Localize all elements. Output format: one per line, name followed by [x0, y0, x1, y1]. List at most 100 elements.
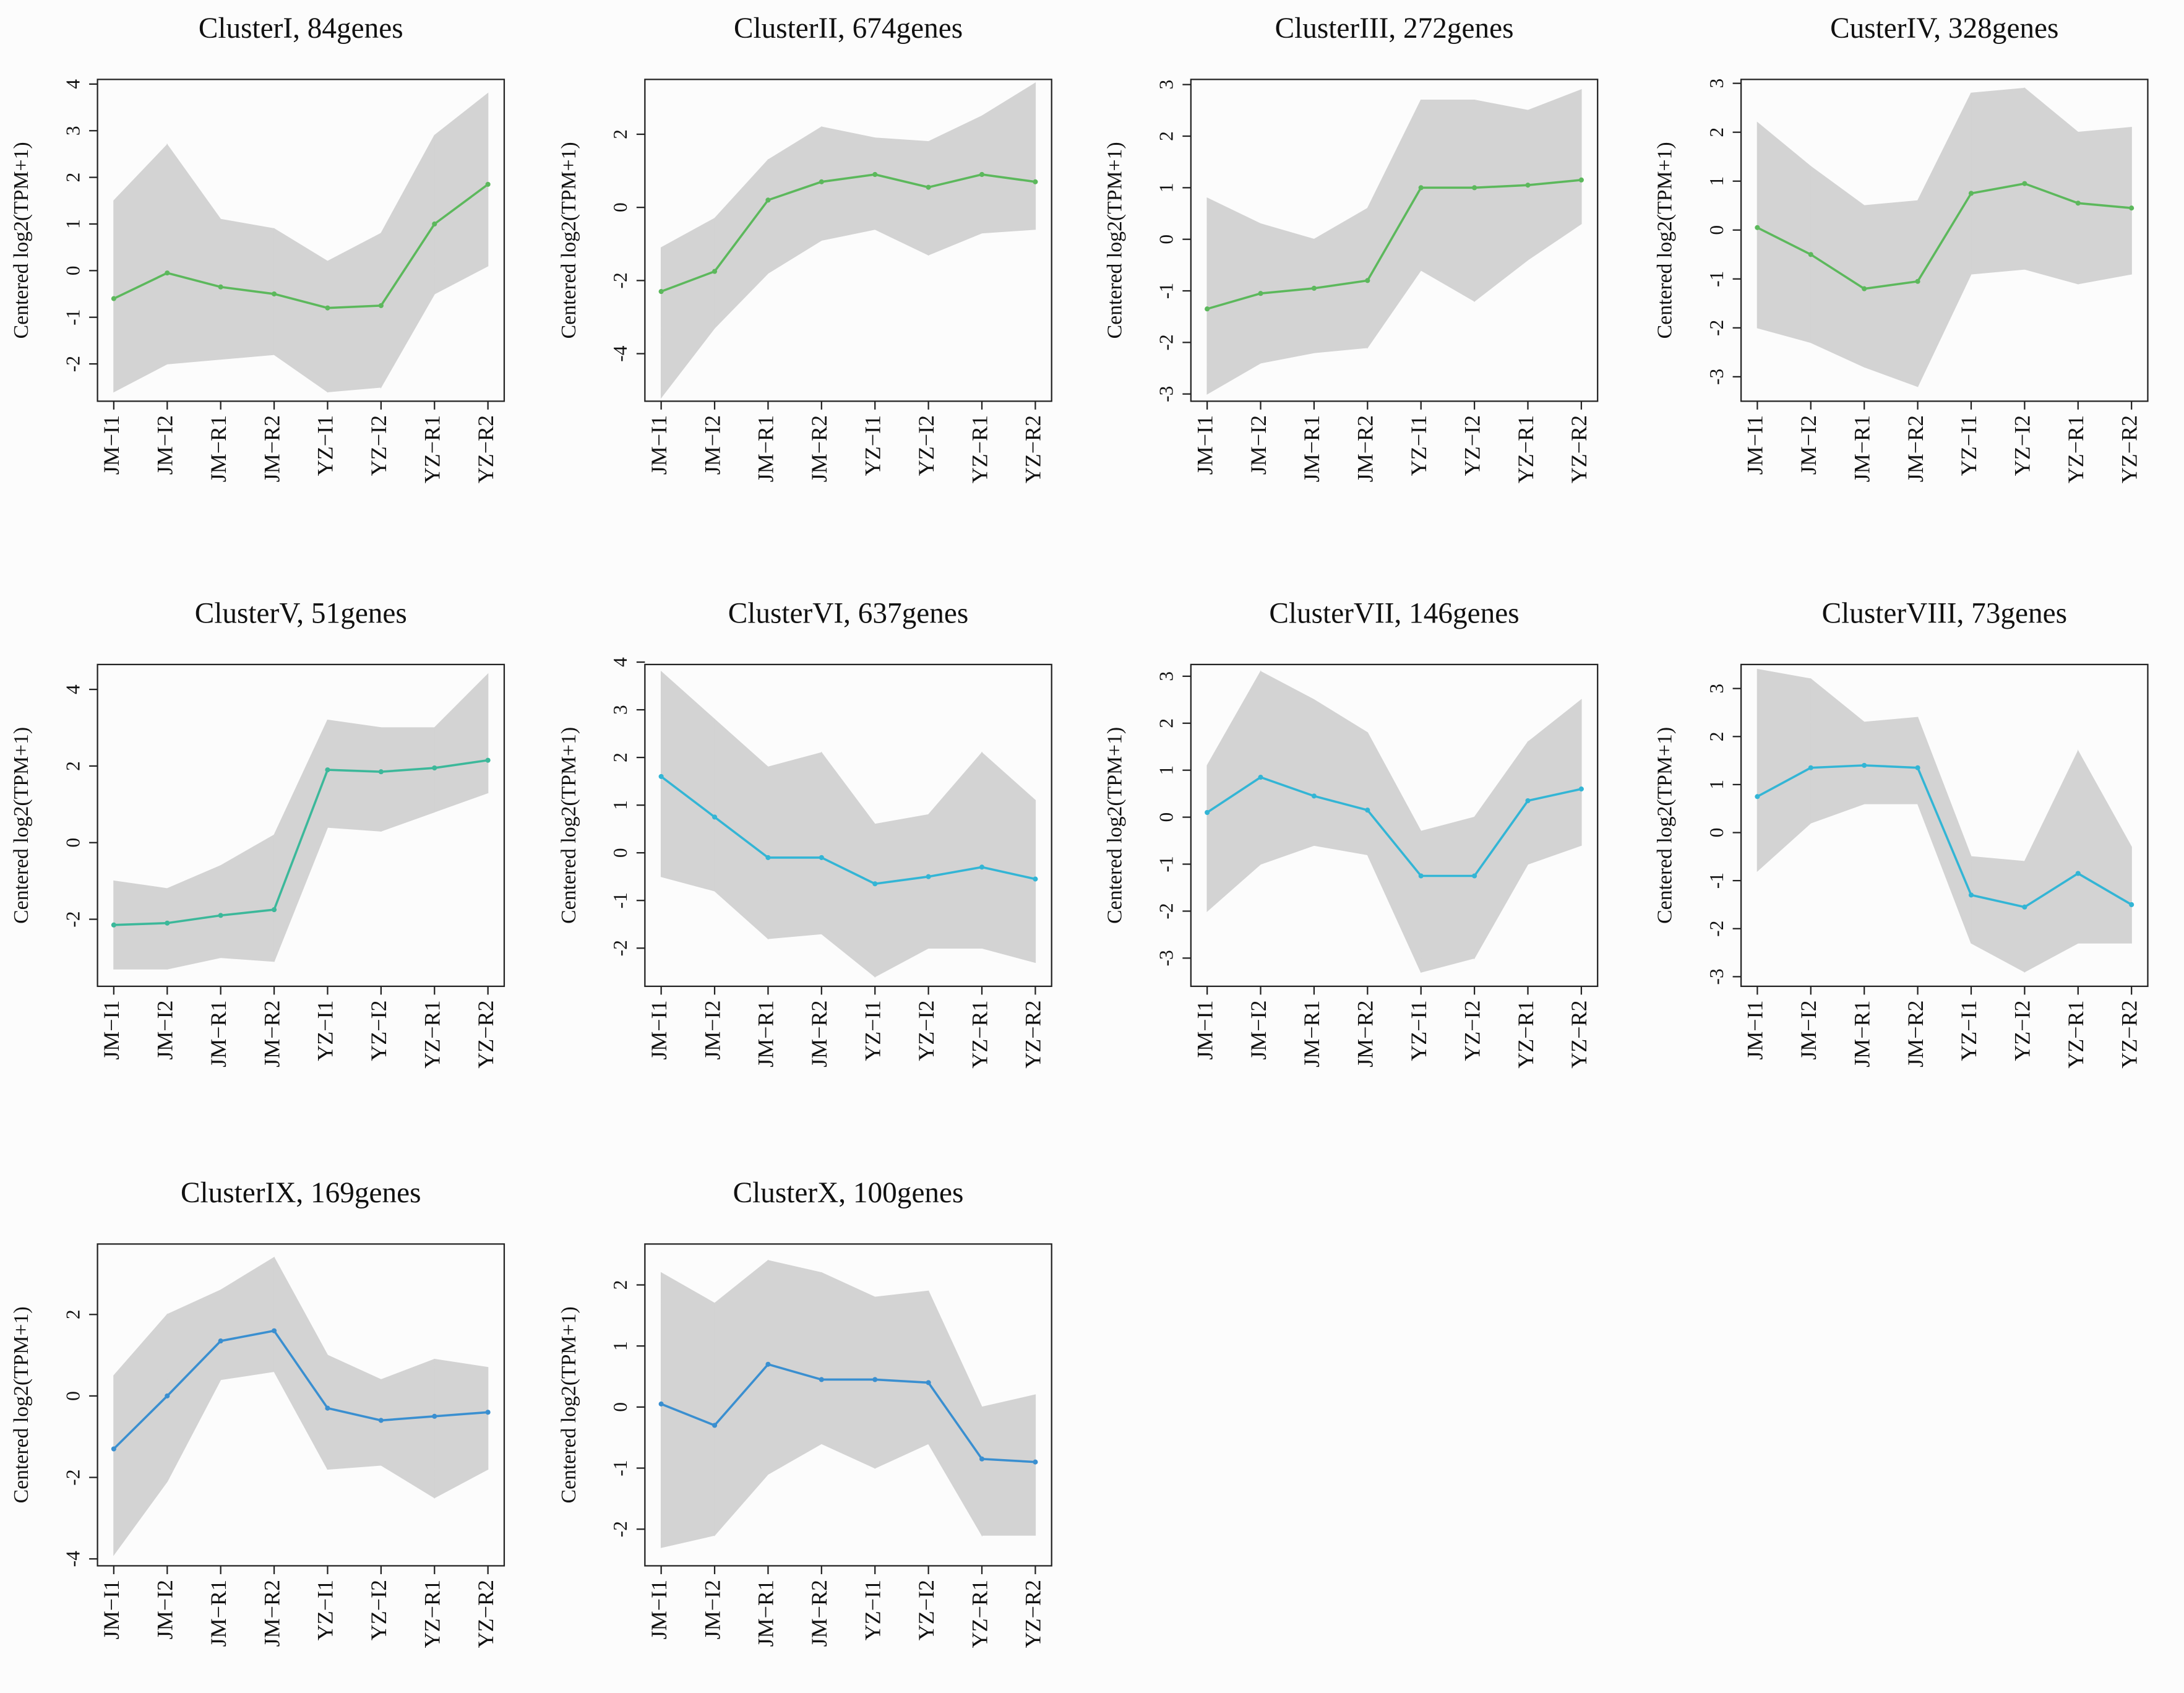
- x-tick-label: YZ−I1: [313, 415, 338, 476]
- gene-envelope: [1367, 100, 1422, 349]
- centroid-point: [378, 769, 384, 775]
- x-tick-label: JM−R2: [1903, 1000, 1928, 1067]
- y-tick-label: 1: [1706, 780, 1727, 790]
- x-tick-label: YZ−I1: [860, 1000, 885, 1061]
- y-tick-label: 0: [62, 265, 84, 275]
- y-tick-label: -2: [62, 1469, 84, 1485]
- centroid-line: [113, 1329, 488, 1450]
- gene-envelope: [1810, 678, 1865, 824]
- x-tick-label: JM−R1: [1299, 1000, 1324, 1067]
- x-tick-label: JM−R1: [754, 1000, 778, 1067]
- y-tick-label: 3: [1156, 80, 1177, 90]
- panel-title: CusterIV, 328genes: [1830, 12, 2058, 45]
- y-tick-label: 2: [1156, 131, 1177, 141]
- y-tick-label: -1: [1156, 856, 1177, 872]
- y-axis-label: Centered log2(TPM+1): [10, 142, 33, 338]
- x-tick-label: YZ−R1: [420, 415, 445, 483]
- x-tick-label: YZ−R2: [1021, 415, 1046, 483]
- gene-envelope: [2078, 749, 2132, 944]
- centroid-point: [819, 855, 824, 860]
- x-tick-label: YZ−I1: [1956, 415, 1981, 476]
- x-tick-label: JM−I2: [153, 1000, 178, 1059]
- y-axis-label: Centered log2(TPM+1): [557, 142, 580, 338]
- x-tick-label: YZ−R2: [473, 415, 498, 483]
- y-tick-label: 2: [62, 1309, 84, 1319]
- centroid-point: [111, 296, 116, 301]
- x-tick-label: JM−R2: [259, 415, 284, 482]
- x-tick-label: JM−I2: [1246, 1000, 1271, 1059]
- centroid-point: [979, 171, 985, 178]
- x-tick-label: YZ−I2: [1460, 415, 1484, 476]
- y-tick-label: 0: [1156, 235, 1177, 244]
- centroid-point: [1755, 794, 1760, 799]
- y-tick-label: -1: [1706, 872, 1727, 889]
- y-tick-label: 2: [609, 1280, 631, 1290]
- gene-envelope: [380, 1358, 435, 1499]
- centroid-point: [485, 757, 491, 763]
- gene-envelope: [1474, 99, 1529, 303]
- centroid-point: [1525, 798, 1531, 804]
- centroid-point: [979, 864, 985, 870]
- x-tick-label: JM−I1: [1743, 1000, 1768, 1059]
- centroid-point: [325, 1405, 330, 1411]
- centroid-line: [660, 1363, 1036, 1463]
- y-tick-label: 3: [1156, 671, 1177, 681]
- centroid-point: [1915, 765, 1920, 770]
- y-tick-label: -1: [609, 892, 631, 908]
- gene-envelope: [113, 144, 168, 393]
- centroid-point: [1365, 808, 1370, 813]
- x-tick-label: YZ−I2: [366, 415, 391, 476]
- y-tick-label: 2: [1156, 718, 1177, 728]
- gene-envelope: [1527, 699, 1582, 865]
- x-tick-label: JM−I1: [647, 1580, 671, 1639]
- centroid-point: [432, 1413, 437, 1419]
- x-tick-label: YZ−R1: [967, 415, 992, 483]
- x-tick-label: JM−I2: [153, 415, 178, 475]
- gene-envelope: [821, 1272, 875, 1469]
- centroid-point: [819, 179, 824, 184]
- y-tick-label: -2: [1156, 334, 1177, 350]
- centroid-point: [765, 197, 771, 203]
- x-tick-label: JM−R1: [1299, 415, 1324, 482]
- y-tick-label: -2: [1156, 903, 1177, 919]
- centroid-point: [658, 289, 664, 295]
- x-tick-label: YZ−R2: [473, 1000, 498, 1068]
- y-axis-label: Centered log2(TPM+1): [557, 1306, 580, 1503]
- centroid-point: [1311, 793, 1317, 799]
- y-tick-label: 3: [1706, 684, 1727, 694]
- plot-frame: [644, 1243, 1052, 1567]
- y-tick-label: 4: [62, 684, 84, 694]
- x-tick-label: JM−I2: [153, 1580, 178, 1639]
- panel-title: ClusterIX, 169genes: [181, 1177, 421, 1209]
- centroid-point: [111, 1446, 116, 1452]
- gene-envelope: [1917, 93, 1972, 387]
- x-tick-label: YZ−R1: [2063, 415, 2088, 483]
- gene-envelope: [1810, 165, 1865, 368]
- centroid-point: [165, 270, 170, 276]
- centroid-line: [1206, 776, 1582, 877]
- panel-title: ClusterII, 674genes: [734, 12, 963, 45]
- gene-envelope: [1527, 89, 1582, 261]
- gene-envelope: [1313, 699, 1369, 856]
- y-tick-label: 0: [62, 838, 84, 848]
- centroid-point: [111, 922, 116, 928]
- y-axis-label: Centered log2(TPM+1): [1654, 142, 1677, 338]
- gene-envelope: [220, 1256, 275, 1381]
- gene-envelope: [874, 814, 929, 978]
- centroid-point: [1311, 285, 1317, 291]
- plot-frame: [1190, 79, 1599, 402]
- centroid-point: [1033, 179, 1038, 184]
- x-tick-label: JM−R2: [259, 1000, 284, 1067]
- x-tick-label: YZ−R2: [2117, 1000, 2141, 1068]
- y-tick-label: -4: [609, 345, 631, 361]
- gene-envelope: [660, 217, 715, 399]
- centroid-line: [1206, 179, 1582, 310]
- y-tick-label: 2: [1706, 731, 1727, 741]
- centroid-point: [485, 181, 491, 187]
- centroid-line: [661, 173, 1036, 293]
- x-tick-label: JM−I1: [647, 1000, 671, 1059]
- panel-title: ClusterVIII, 73genes: [1822, 597, 2067, 629]
- x-tick-label: YZ−R2: [1567, 415, 1591, 483]
- x-tick-label: JM−R2: [807, 415, 832, 482]
- gene-envelope: [714, 158, 769, 329]
